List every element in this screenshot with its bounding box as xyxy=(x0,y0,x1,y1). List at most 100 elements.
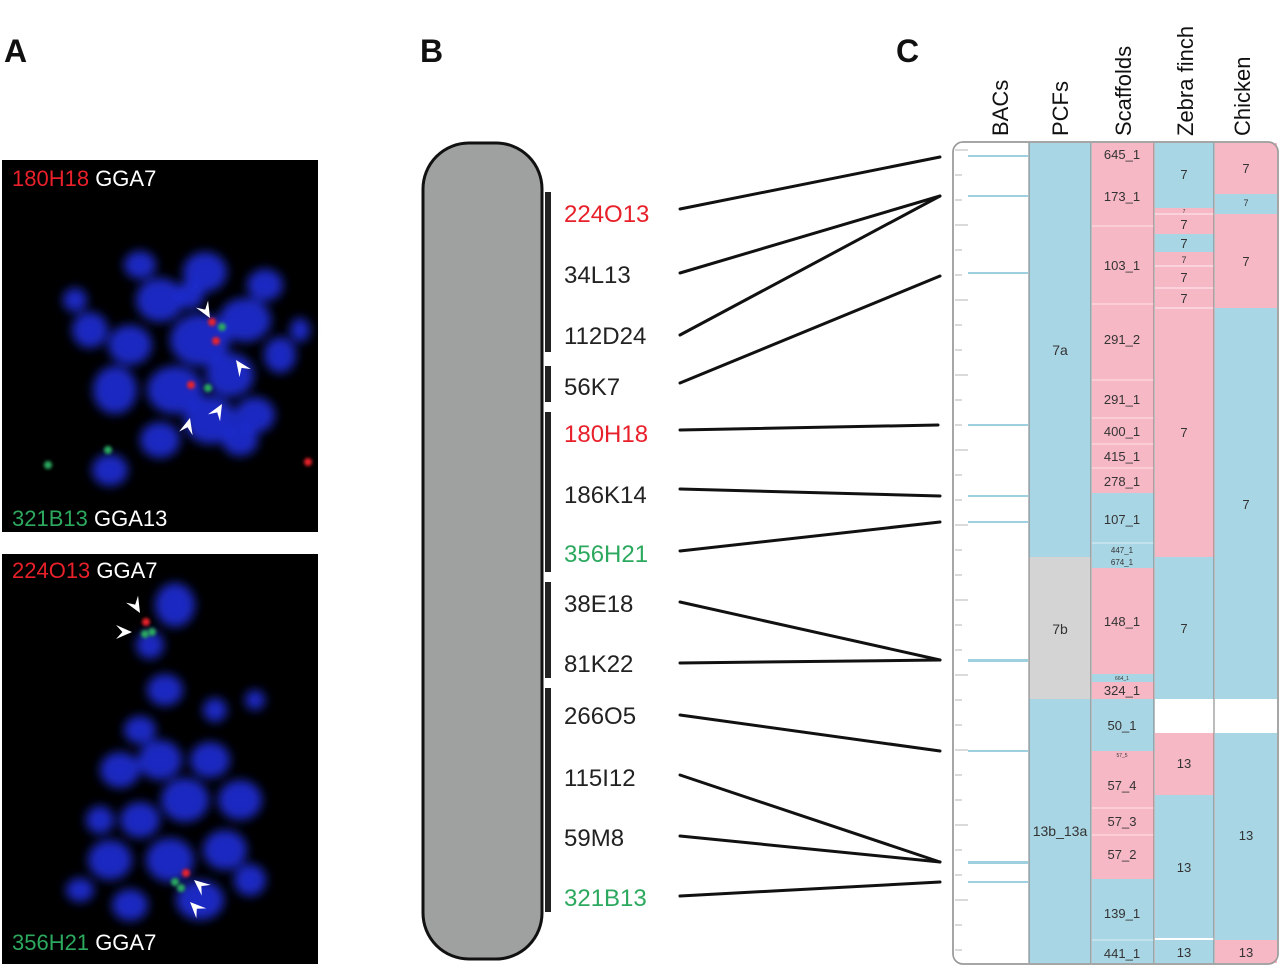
coordinate-ruler xyxy=(955,149,968,951)
probe-signal xyxy=(212,337,220,345)
probe-label-356H21: 356H21 xyxy=(564,541,648,568)
nucleus xyxy=(219,298,271,342)
scaffold-block xyxy=(1092,143,1154,202)
arrowhead xyxy=(116,625,132,639)
zebra-finch-label: 7 xyxy=(1183,209,1186,215)
scaffold-block xyxy=(1092,682,1154,699)
column-header-pcfs: PCFs xyxy=(1048,81,1073,136)
fish-image-2-spots xyxy=(141,618,190,892)
nucleus xyxy=(245,690,265,710)
nucleus xyxy=(124,251,156,279)
chicken-label: 7 xyxy=(1242,497,1249,512)
fish-image-1-background xyxy=(2,160,318,532)
connector-line xyxy=(678,520,942,553)
probe-signal xyxy=(204,384,212,392)
scaffold-label: 107_1 xyxy=(1104,512,1140,527)
bacs-column xyxy=(968,155,1028,883)
scaffold-label: 664_1 xyxy=(1115,676,1129,682)
zebra-finch-label: 13 xyxy=(1177,945,1191,960)
chicken-block xyxy=(1215,733,1277,940)
connector-line xyxy=(678,274,942,385)
column-header-chicken: Chicken xyxy=(1230,57,1255,136)
scaffold-block xyxy=(1092,202,1154,493)
pcf-block-7b xyxy=(1029,557,1091,699)
connector-line xyxy=(678,773,942,864)
scaffold-labels: 645_1 173_1 103_1 291_2 291_1 400_1 415_… xyxy=(1104,147,1140,961)
nucleus xyxy=(155,583,195,627)
nucleus xyxy=(108,325,152,365)
fish-image-2-bottom-label: 356H21 GGA7 xyxy=(12,930,156,955)
fish-image-1-top-label: 180H18 GGA7 xyxy=(12,166,156,191)
scaffold-label: 103_1 xyxy=(1104,258,1140,273)
scaffold-label: 278_1 xyxy=(1104,474,1140,489)
nucleus xyxy=(136,631,164,659)
nucleus xyxy=(66,878,94,902)
bac-marker xyxy=(968,521,1028,523)
fish-image-2: 224O13 GGA7 356H21 GGA7 xyxy=(2,554,318,964)
pcf-block-13b-13a xyxy=(1029,699,1091,963)
nucleus xyxy=(93,366,137,414)
nucleus xyxy=(120,802,160,838)
probe-signal xyxy=(44,461,52,469)
pcf-label-13b-13a: 13b_13a xyxy=(1033,823,1088,839)
fish-image-2-top-label: 224O13 GGA7 xyxy=(12,558,158,583)
bac-marker xyxy=(968,195,1028,197)
probe-signal xyxy=(148,628,156,636)
pcf-label-7a: 7a xyxy=(1052,342,1068,358)
probe-group-bar xyxy=(545,192,551,352)
column-headers: BACs PCFs Scaffolds Zebra finch Chicken xyxy=(988,26,1255,136)
nucleus xyxy=(184,396,236,444)
pcf-block-7a xyxy=(1029,143,1091,557)
nucleus xyxy=(290,318,310,342)
fish-image-2-top-chrom: GGA7 xyxy=(90,558,157,583)
probe-group-bar xyxy=(545,366,551,402)
zebra-finch-label: 7 xyxy=(1180,217,1187,232)
fish-image-1-top-probe: 180H18 xyxy=(12,166,89,191)
zebra-finch-label: 13 xyxy=(1177,756,1191,771)
column-separators xyxy=(1028,143,1215,963)
fish-image-2-bottom-chrom: GGA7 xyxy=(89,930,156,955)
chicken-block xyxy=(1215,214,1277,308)
column-header-scaffolds: Scaffolds xyxy=(1111,46,1136,136)
scaffold-label: 441_1 xyxy=(1104,946,1140,961)
bac-marker xyxy=(968,155,1028,157)
probe-label-224O13: 224O13 xyxy=(564,201,649,228)
fish-image-1: 180H18 GGA7 321B13 GGA13 xyxy=(2,160,318,532)
zebra-finch-label: 7 xyxy=(1180,291,1187,306)
zebra-finch-label: 7 xyxy=(1180,167,1187,182)
probe-signal xyxy=(104,446,112,454)
arrowhead xyxy=(194,880,211,896)
pcf-label-7b: 7b xyxy=(1052,621,1068,637)
scaffold-block xyxy=(1092,555,1154,568)
fish-image-2-nuclei xyxy=(66,583,266,921)
zebra-finch-separators xyxy=(1155,213,1214,309)
nucleus xyxy=(218,780,262,820)
nucleus xyxy=(170,314,230,366)
nucleus xyxy=(264,337,296,373)
zebra-finch-block xyxy=(1155,733,1214,795)
chicken-label: 13 xyxy=(1239,945,1253,960)
nucleus xyxy=(235,397,275,433)
zebra-finch-block xyxy=(1155,795,1214,938)
arrowhead xyxy=(190,902,207,919)
scaffold-label: 645_1 xyxy=(1104,147,1140,162)
arrowhead xyxy=(179,418,193,436)
bac-marker xyxy=(968,495,1028,497)
probe-group-bar xyxy=(545,688,551,912)
nucleus xyxy=(124,716,156,744)
scaffold-label: 400_1 xyxy=(1104,424,1140,439)
connector-line xyxy=(678,834,942,864)
fish-image-1-spots xyxy=(44,318,312,469)
probe-signal xyxy=(208,318,216,326)
chicken-labels: 7 7 7 7 13 13 xyxy=(1239,161,1253,960)
chicken-label: 7 xyxy=(1242,254,1249,269)
chicken-block xyxy=(1215,143,1277,194)
scaffold-label: 57_4 xyxy=(1108,778,1137,793)
chicken-block xyxy=(1215,308,1277,699)
fish-image-1-arrowheads xyxy=(179,300,251,436)
scaffold-block xyxy=(1092,751,1154,879)
probe-label-34L13: 34L13 xyxy=(564,262,631,289)
probe-signal xyxy=(182,869,190,877)
probe-signal xyxy=(177,884,185,892)
